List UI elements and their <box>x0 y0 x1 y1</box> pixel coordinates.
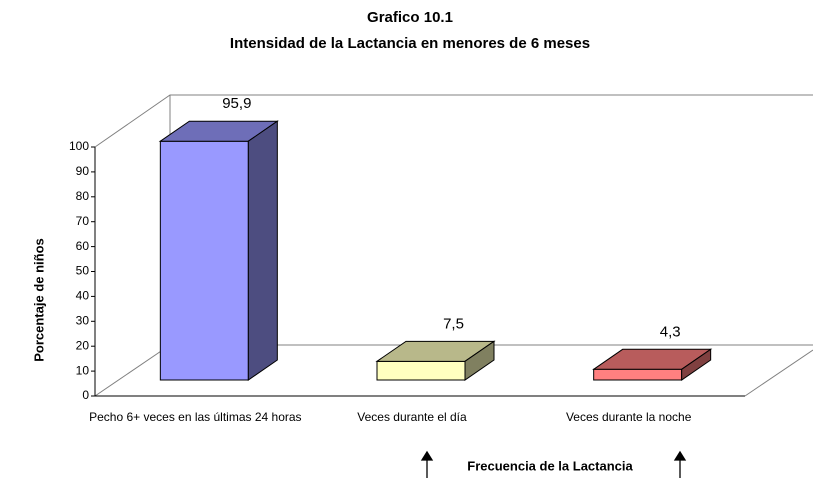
bar-side <box>247 120 278 381</box>
floor-right <box>744 349 813 397</box>
x-tick-label: Pecho 6+ veces en las últimas 24 horas <box>89 410 302 424</box>
y-tick-label: 90 <box>76 164 90 178</box>
floor-left <box>94 344 171 397</box>
y-tick-label: 30 <box>76 313 90 327</box>
bar-front <box>376 360 466 381</box>
x-tick-label: Veces durante la noche <box>565 410 692 424</box>
x-tick-label: Veces durante el día <box>357 410 467 424</box>
chart-title: Grafico 10.1 <box>367 9 453 26</box>
y-tick-label: 40 <box>76 289 90 303</box>
value-label: 95,9 <box>222 95 251 112</box>
bar-side <box>681 348 712 381</box>
bar <box>375 340 496 381</box>
bar-front <box>593 368 683 381</box>
y-axis-label: Porcentaje de niños <box>31 238 46 362</box>
chart-subtitle: Intensidad de la Lactancia en menores de… <box>230 35 590 52</box>
y-tick-label: 70 <box>76 214 90 228</box>
y-tick-label: 80 <box>76 189 90 203</box>
bar-front <box>159 140 249 381</box>
x-axis-label: Frecuencia de la Lactancia <box>467 458 633 473</box>
y-tick-label: 10 <box>76 363 90 377</box>
value-label: 7,5 <box>443 315 464 332</box>
bar-side <box>464 340 495 381</box>
bar <box>158 120 279 381</box>
value-label: 4,3 <box>660 323 681 340</box>
y-tick-label: 100 <box>69 139 89 153</box>
y-tick-label: 60 <box>76 239 90 253</box>
bar <box>592 348 713 381</box>
y-tick-label: 0 <box>82 388 89 402</box>
y-tick-label: 50 <box>76 264 90 278</box>
arrows <box>420 450 687 478</box>
y-tick-label: 20 <box>76 338 90 352</box>
